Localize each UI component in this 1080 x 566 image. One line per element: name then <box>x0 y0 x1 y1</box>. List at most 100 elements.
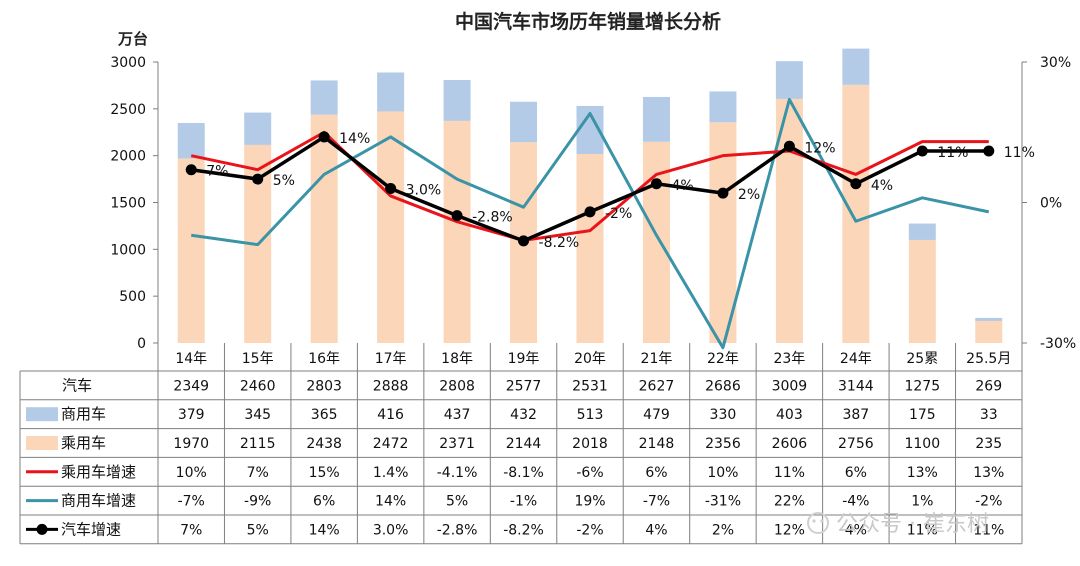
bar-commercial-8 <box>709 91 737 123</box>
table-cell-商用车增速-2: 6% <box>313 494 335 510</box>
table-cell-乘用车-8: 2356 <box>705 436 741 452</box>
table-cell-乘用车-7: 2148 <box>639 436 675 452</box>
point-汽车增速-2 <box>318 131 330 143</box>
bar-commercial-2 <box>310 80 338 115</box>
table-cell-汽车增速-5: -8.2% <box>503 522 544 538</box>
table-cell-汽车-0: 2349 <box>173 378 209 394</box>
chart-title: 中国汽车市场历年销量增长分析 <box>455 10 721 33</box>
table-cell-乘用车-3: 2472 <box>373 436 409 452</box>
table-cell-乘用车-5: 2144 <box>506 436 542 452</box>
data-label-汽车增速-9: 12% <box>804 140 835 156</box>
table-cell-汽车-5: 2577 <box>506 378 542 394</box>
table-cell-乘用车-11: 1100 <box>904 436 940 452</box>
table-cell-商用车-0: 379 <box>178 407 205 423</box>
x-category-label-0: 14年 <box>175 351 207 367</box>
wechat-icon-eye-left <box>812 519 816 523</box>
x-category-label-3: 17年 <box>375 351 407 367</box>
point-汽车增速-11 <box>916 145 928 157</box>
table-cell-商用车增速-8: -31% <box>705 494 741 510</box>
x-category-label-5: 19年 <box>508 351 540 367</box>
point-汽车增速-12 <box>983 145 995 157</box>
table-cell-乘用车增速-10: 6% <box>845 465 867 481</box>
watermark: 公众号 · 崔东树 <box>807 512 989 537</box>
point-汽车增速-1 <box>252 173 264 185</box>
table-cell-汽车-11: 1275 <box>904 378 940 394</box>
table-cell-汽车-6: 2531 <box>572 378 608 394</box>
table-cell-乘用车增速-7: 6% <box>645 465 667 481</box>
data-table: 14年 15年 16年 17年 18年 19年 20年 21年 22年 23年 24年 25累 25.5… <box>19 343 1023 545</box>
table-cell-商用车增速-7: -7% <box>643 494 670 510</box>
table-cell-商用车-4: 437 <box>444 407 471 423</box>
table-cell-乘用车增速-6: -6% <box>576 465 603 481</box>
table-cell-商用车增速-12: -2% <box>975 494 1002 510</box>
bar-commercial-1 <box>244 112 272 145</box>
y-left-tick-label-6: 0 <box>137 336 146 352</box>
y-left-tick-label-1: 2500 <box>110 102 146 118</box>
table-cell-乘用车-9: 2606 <box>772 436 808 452</box>
table-cell-商用车-5: 432 <box>510 407 537 423</box>
bar-passenger-10 <box>842 84 870 343</box>
table-cell-汽车增速-9: 12% <box>774 522 805 538</box>
x-category-label-9: 23年 <box>773 351 805 367</box>
point-汽车增速-0 <box>185 164 197 176</box>
table-cell-汽车-3: 2888 <box>373 378 409 394</box>
data-label-汽车增速-1: 5% <box>273 173 295 189</box>
table-cell-汽车增速-10: 4% <box>845 522 867 538</box>
table-cell-汽车增速-7: 4% <box>645 522 667 538</box>
line-商用车增速 <box>191 97 990 350</box>
table-row-label-商用车: 商用车 <box>61 405 106 423</box>
table-row-label-汽车: 汽车 <box>62 376 92 394</box>
table-cell-商用车增速-1: -9% <box>244 494 271 510</box>
y-axis-unit: 万台 <box>117 30 148 48</box>
point-汽车增速-6 <box>584 206 596 218</box>
table-cell-汽车增速-1: 5% <box>247 522 269 538</box>
point-汽车增速-5 <box>518 235 530 247</box>
bar-passenger-11 <box>908 239 936 343</box>
wechat-icon-eye-right <box>820 519 824 523</box>
table-cell-汽车增速-0: 7% <box>180 522 202 538</box>
table-cell-商用车增速-10: -4% <box>842 494 869 510</box>
y-right-tick-label-2: -30% <box>1040 336 1076 352</box>
bar-commercial-4 <box>443 79 471 121</box>
table-cell-商用车增速-0: -7% <box>178 494 205 510</box>
data-label-汽车增速-10: 4% <box>871 178 893 194</box>
y-left-tick-label-5: 500 <box>119 289 146 305</box>
lines-layer: 7% 5% 14% 3.0% -2.8% -8.2% -2% 4% 2% 12% 4% 11% 11% <box>185 97 1035 350</box>
wechat-icon <box>807 512 829 534</box>
table-cell-商用车-6: 513 <box>577 407 604 423</box>
bar-commercial-11 <box>908 223 936 240</box>
table-cell-乘用车增速-3: 1.4% <box>373 465 409 481</box>
table-cell-汽车-2: 2803 <box>306 378 342 394</box>
data-label-汽车增速-0: 7% <box>206 164 228 180</box>
table-cell-汽车增速-4: -2.8% <box>437 522 478 538</box>
x-category-label-10: 24年 <box>840 351 872 367</box>
data-label-汽车增速-4: -2.8% <box>472 210 513 226</box>
point-汽车增速-10 <box>850 178 862 190</box>
x-category-label-11: 25累 <box>906 351 938 367</box>
table-cell-乘用车-1: 2115 <box>240 436 276 452</box>
y-right-tick-label-0: 30% <box>1040 55 1071 71</box>
table-cell-汽车增速-3: 3.0% <box>373 522 409 538</box>
x-category-label-6: 20年 <box>574 351 606 367</box>
x-category-label-7: 21年 <box>641 351 673 367</box>
table-cell-汽车增速-12: 11% <box>973 522 1004 538</box>
table-row-label-乘用车增速: 乘用车增速 <box>61 463 136 481</box>
table-cell-汽车增速-2: 14% <box>309 522 340 538</box>
table-cell-乘用车增速-11: 13% <box>907 465 938 481</box>
bar-commercial-9 <box>775 61 803 99</box>
data-label-汽车增速-3: 3.0% <box>406 182 442 198</box>
table-cell-商用车-12: 33 <box>980 407 998 423</box>
legend-key-商用车 <box>26 407 58 422</box>
x-category-label-2: 16年 <box>308 351 340 367</box>
table-cell-乘用车-2: 2438 <box>306 436 342 452</box>
table-cell-汽车-12: 269 <box>975 378 1002 394</box>
data-label-汽车增速-2: 14% <box>339 131 370 147</box>
bar-passenger-3 <box>377 111 405 344</box>
table-cell-乘用车-4: 2371 <box>439 436 475 452</box>
watermark-text: 公众号 · 崔东树 <box>836 512 989 537</box>
table-cell-乘用车增速-2: 15% <box>309 465 340 481</box>
data-label-汽车增速-6: -2% <box>605 206 632 222</box>
table-cell-乘用车增速-4: -4.1% <box>437 465 478 481</box>
bar-commercial-3 <box>377 72 405 112</box>
table-cell-乘用车增速-12: 13% <box>973 465 1004 481</box>
